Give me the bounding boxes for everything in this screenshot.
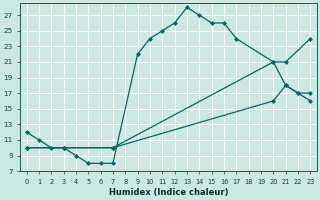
X-axis label: Humidex (Indice chaleur): Humidex (Indice chaleur) <box>109 188 228 197</box>
